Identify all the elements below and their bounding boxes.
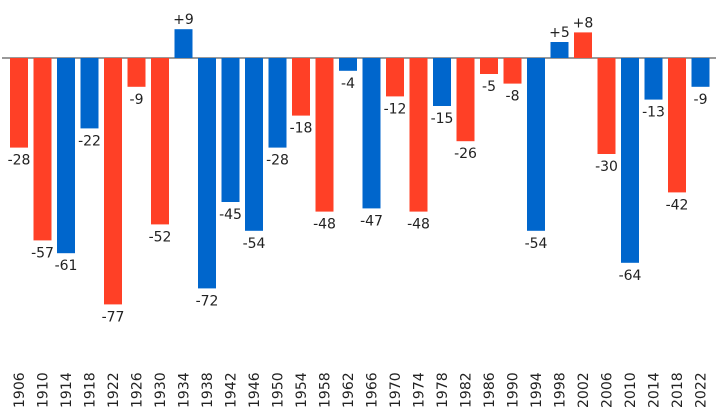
- bar-1934: [174, 29, 193, 58]
- x-tick-1946: 1946: [247, 372, 263, 408]
- bar-1918: [80, 58, 99, 129]
- value-label-1926: -9: [130, 92, 144, 108]
- value-label-2006: -30: [595, 159, 618, 175]
- x-tick-2018: 2018: [670, 372, 686, 408]
- x-tick-1938: 1938: [200, 372, 216, 408]
- bar-1946: [245, 58, 263, 231]
- x-tick-1982: 1982: [459, 372, 475, 408]
- bar-1994: [527, 58, 545, 231]
- x-tick-1958: 1958: [318, 372, 334, 408]
- bar-1970: [386, 58, 404, 97]
- x-tick-1978: 1978: [435, 372, 451, 408]
- x-tick-1950: 1950: [271, 372, 287, 408]
- value-label-2002: +8: [573, 15, 594, 31]
- bars-group: [10, 29, 710, 305]
- value-label-1954: -18: [290, 121, 313, 137]
- value-label-1918: -22: [78, 133, 101, 149]
- x-tick-1986: 1986: [482, 372, 498, 408]
- value-label-1946: -54: [243, 236, 266, 252]
- value-label-1906: -28: [8, 153, 31, 169]
- value-label-1994: -54: [525, 236, 548, 252]
- bar-1958: [315, 58, 334, 212]
- x-tick-1962: 1962: [341, 372, 357, 408]
- x-tick-1926: 1926: [130, 372, 146, 408]
- bar-2022: [691, 58, 710, 87]
- value-label-1942: -45: [219, 207, 242, 223]
- value-labels-group: -28-57-61-22-77-9-52+9-72-45-54-28-18-48…: [8, 12, 708, 325]
- value-label-1970: -12: [384, 101, 407, 117]
- x-tick-1934: 1934: [177, 372, 193, 408]
- x-tick-1930: 1930: [153, 372, 169, 408]
- x-tick-1954: 1954: [294, 372, 310, 408]
- bar-1926: [127, 58, 146, 87]
- x-tick-1974: 1974: [412, 372, 428, 408]
- x-axis-ticks-group: 1906 1910 1914 1918 1922 1926 1930 1934 1938 1942…: [12, 372, 710, 408]
- x-tick-1914: 1914: [59, 372, 75, 408]
- bar-2014: [644, 58, 663, 100]
- bar-1906: [10, 58, 28, 148]
- bar-1978: [433, 58, 451, 106]
- bar-2006: [597, 58, 616, 154]
- value-label-2010: -64: [619, 268, 642, 284]
- bar-1966: [362, 58, 381, 209]
- x-tick-2014: 2014: [647, 372, 663, 408]
- value-label-1978: -15: [431, 111, 454, 127]
- bar-1954: [292, 58, 310, 116]
- value-label-1910: -57: [31, 245, 54, 261]
- bar-1974: [409, 58, 428, 212]
- x-tick-1990: 1990: [506, 372, 522, 408]
- bar-1998: [550, 42, 569, 58]
- bar-1930: [151, 58, 169, 225]
- bar-2018: [668, 58, 686, 193]
- bar-1986: [480, 58, 498, 74]
- x-tick-1942: 1942: [224, 372, 240, 408]
- x-tick-1922: 1922: [106, 372, 122, 408]
- bar-1990: [503, 58, 522, 84]
- value-label-2022: -9: [694, 92, 708, 108]
- bar-1914: [57, 58, 75, 254]
- value-label-1982: -26: [454, 146, 477, 162]
- x-tick-1970: 1970: [388, 372, 404, 408]
- value-label-1922: -77: [102, 309, 125, 325]
- value-label-1986: -5: [482, 79, 496, 95]
- value-label-1966: -47: [360, 213, 383, 229]
- bar-2002: [574, 32, 592, 58]
- value-label-1930: -52: [149, 229, 172, 245]
- x-tick-2010: 2010: [623, 372, 639, 408]
- bar-1910: [33, 58, 52, 241]
- x-tick-2006: 2006: [600, 372, 616, 408]
- x-tick-1918: 1918: [83, 372, 99, 408]
- value-label-2018: -42: [666, 197, 689, 213]
- x-tick-1906: 1906: [12, 372, 28, 408]
- value-label-1950: -28: [266, 153, 289, 169]
- x-tick-1994: 1994: [529, 372, 545, 408]
- value-label-1938: -72: [196, 293, 219, 309]
- x-tick-1966: 1966: [365, 372, 381, 408]
- value-label-2014: -13: [642, 105, 665, 121]
- value-label-1990: -8: [506, 89, 520, 105]
- value-label-1958: -48: [313, 217, 336, 233]
- x-tick-2022: 2022: [694, 372, 710, 408]
- bar-1922: [104, 58, 122, 305]
- bar-2010: [621, 58, 639, 263]
- x-tick-1998: 1998: [553, 372, 569, 408]
- x-tick-2002: 2002: [576, 372, 592, 408]
- bar-1942: [221, 58, 240, 202]
- x-tick-1910: 1910: [36, 372, 52, 408]
- value-label-1934: +9: [173, 12, 194, 28]
- bar-1962: [339, 58, 357, 71]
- value-label-1914: -61: [55, 258, 78, 274]
- bar-1950: [268, 58, 287, 148]
- value-label-1974: -48: [407, 217, 430, 233]
- value-label-1998: +5: [549, 25, 570, 41]
- value-label-1962: -4: [341, 76, 355, 92]
- bar-1982: [456, 58, 475, 142]
- bar-1938: [198, 58, 216, 289]
